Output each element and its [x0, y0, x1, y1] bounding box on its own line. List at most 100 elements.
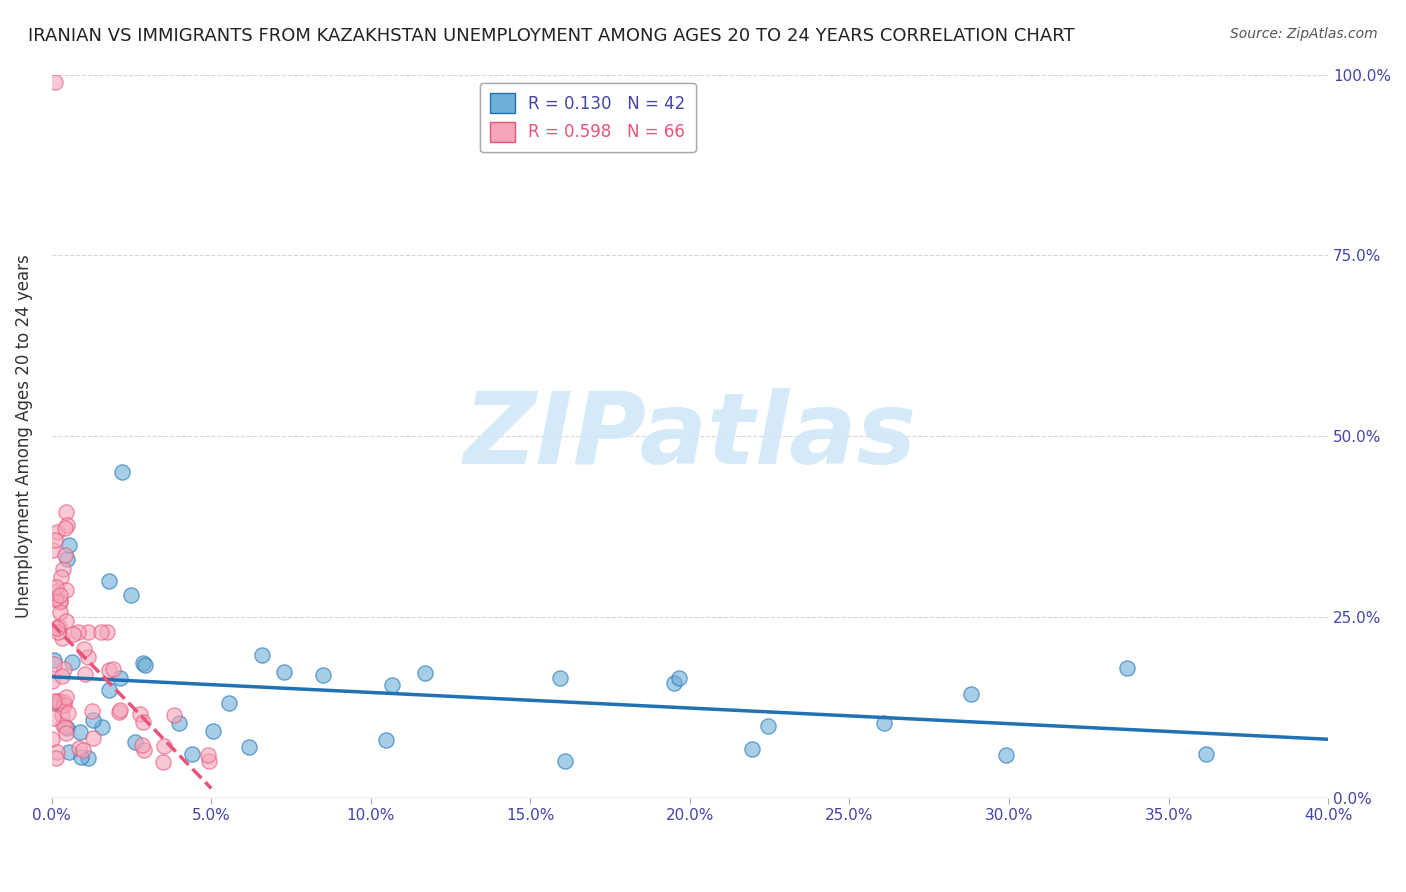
Immigrants from Kazakhstan: [51, 631, 73, 645]
Immigrants from Kazakhstan: [45, 694, 67, 708]
Iranians: [181, 747, 204, 761]
Immigrants from Kazakhstan: [48, 595, 70, 609]
Immigrants from Kazakhstan: [110, 703, 132, 717]
Immigrants from Kazakhstan: [55, 726, 77, 740]
Immigrants from Kazakhstan: [132, 715, 155, 730]
Immigrants from Kazakhstan: [48, 619, 70, 633]
Iranians: [111, 466, 134, 480]
Immigrants from Kazakhstan: [55, 615, 77, 629]
Iranians: [76, 751, 98, 765]
Immigrants from Kazakhstan: [42, 693, 65, 707]
Immigrants from Kazakhstan: [49, 570, 72, 584]
Immigrants from Kazakhstan: [90, 624, 112, 639]
Immigrants from Kazakhstan: [49, 605, 72, 619]
Immigrants from Kazakhstan: [53, 548, 76, 562]
Immigrants from Kazakhstan: [52, 695, 75, 709]
Immigrants from Kazakhstan: [108, 705, 131, 719]
Iranians: [548, 671, 571, 685]
Iranians: [55, 552, 77, 566]
Iranians: [554, 754, 576, 768]
Iranians: [201, 724, 224, 739]
Immigrants from Kazakhstan: [62, 626, 84, 640]
Immigrants from Kazakhstan: [55, 583, 77, 598]
Iranians: [58, 745, 80, 759]
Immigrants from Kazakhstan: [52, 562, 75, 576]
Iranians: [238, 739, 260, 754]
Immigrants from Kazakhstan: [41, 673, 63, 688]
Iranians: [60, 655, 83, 669]
Iranians: [1115, 661, 1137, 675]
Iranians: [381, 678, 404, 692]
Immigrants from Kazakhstan: [73, 642, 96, 657]
Iranians: [55, 721, 77, 735]
Iranians: [252, 648, 274, 662]
Immigrants from Kazakhstan: [152, 755, 174, 769]
Iranians: [82, 713, 104, 727]
Immigrants from Kazakhstan: [42, 584, 65, 599]
Immigrants from Kazakhstan: [72, 742, 94, 756]
Immigrants from Kazakhstan: [48, 693, 70, 707]
Iranians: [69, 725, 91, 739]
Iranians: [98, 574, 121, 588]
Iranians: [312, 668, 335, 682]
Immigrants from Kazakhstan: [44, 533, 66, 547]
Immigrants from Kazakhstan: [197, 754, 219, 768]
Immigrants from Kazakhstan: [45, 750, 67, 764]
Immigrants from Kazakhstan: [96, 624, 118, 639]
Iranians: [413, 666, 436, 681]
Iranians: [994, 747, 1017, 762]
Immigrants from Kazakhstan: [131, 738, 153, 752]
Immigrants from Kazakhstan: [77, 625, 100, 640]
Immigrants from Kazakhstan: [44, 75, 66, 89]
Iranians: [741, 742, 763, 756]
Legend: R = 0.130   N = 42, R = 0.598   N = 66: R = 0.130 N = 42, R = 0.598 N = 66: [479, 83, 696, 152]
Immigrants from Kazakhstan: [44, 591, 66, 606]
Immigrants from Kazakhstan: [53, 720, 76, 734]
Y-axis label: Unemployment Among Ages 20 to 24 years: Unemployment Among Ages 20 to 24 years: [15, 254, 32, 618]
Immigrants from Kazakhstan: [51, 668, 73, 682]
Immigrants from Kazakhstan: [101, 662, 124, 676]
Immigrants from Kazakhstan: [76, 649, 98, 664]
Immigrants from Kazakhstan: [82, 731, 104, 746]
Immigrants from Kazakhstan: [197, 747, 219, 762]
Iranians: [132, 656, 155, 670]
Immigrants from Kazakhstan: [52, 718, 75, 732]
Immigrants from Kazakhstan: [41, 731, 63, 746]
Immigrants from Kazakhstan: [55, 505, 77, 519]
Immigrants from Kazakhstan: [49, 588, 72, 602]
Immigrants from Kazakhstan: [42, 543, 65, 558]
Immigrants from Kazakhstan: [97, 663, 120, 677]
Iranians: [960, 687, 983, 701]
Iranians: [1195, 747, 1218, 761]
Iranians: [662, 675, 685, 690]
Immigrants from Kazakhstan: [42, 711, 65, 725]
Iranians: [873, 716, 896, 731]
Iranians: [58, 538, 80, 552]
Immigrants from Kazakhstan: [134, 743, 156, 757]
Iranians: [374, 733, 396, 747]
Immigrants from Kazakhstan: [55, 690, 77, 704]
Immigrants from Kazakhstan: [51, 707, 73, 722]
Iranians: [108, 671, 131, 685]
Iranians: [218, 696, 240, 710]
Immigrants from Kazakhstan: [45, 745, 67, 759]
Immigrants from Kazakhstan: [49, 594, 72, 608]
Immigrants from Kazakhstan: [67, 741, 90, 756]
Immigrants from Kazakhstan: [45, 580, 67, 594]
Iranians: [42, 653, 65, 667]
Immigrants from Kazakhstan: [45, 524, 67, 539]
Immigrants from Kazakhstan: [82, 704, 104, 718]
Iranians: [756, 719, 779, 733]
Text: ZIPatlas: ZIPatlas: [464, 388, 917, 484]
Iranians: [70, 750, 93, 764]
Immigrants from Kazakhstan: [75, 667, 97, 681]
Immigrants from Kazakhstan: [67, 625, 90, 640]
Immigrants from Kazakhstan: [44, 657, 66, 671]
Text: IRANIAN VS IMMIGRANTS FROM KAZAKHSTAN UNEMPLOYMENT AMONG AGES 20 TO 24 YEARS COR: IRANIAN VS IMMIGRANTS FROM KAZAKHSTAN UN…: [28, 27, 1074, 45]
Iranians: [46, 696, 69, 710]
Iranians: [124, 735, 146, 749]
Iranians: [120, 589, 142, 603]
Immigrants from Kazakhstan: [53, 662, 76, 676]
Iranians: [167, 716, 190, 731]
Immigrants from Kazakhstan: [45, 621, 67, 635]
